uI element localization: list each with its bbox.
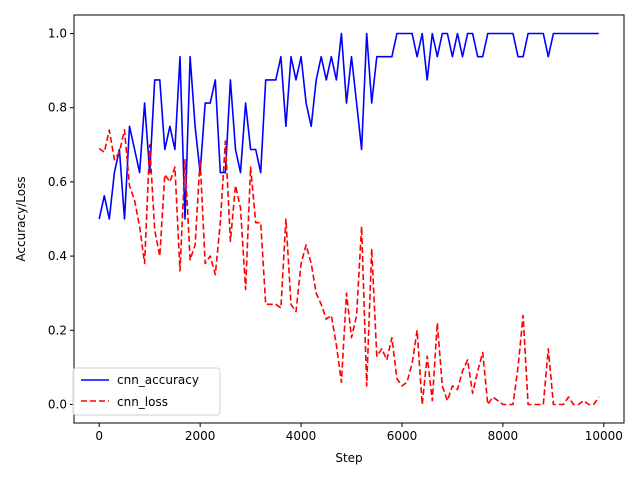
plot-lines [98, 32, 600, 406]
y-tick-label: 0.2 [48, 323, 67, 337]
x-tick-label: 6000 [387, 429, 418, 443]
x-axis: 0 2000 4000 6000 8000 10000 [95, 423, 623, 443]
legend-label-cnn-accuracy: cnn_accuracy [117, 373, 199, 387]
series-line-cnn-accuracy [98, 32, 599, 220]
x-tick-label: 2000 [185, 429, 216, 443]
y-tick-label: 0.8 [48, 101, 67, 115]
y-tick-label: 0.0 [48, 397, 67, 411]
legend-label-cnn-loss: cnn_loss [117, 395, 168, 409]
x-tick-label: 8000 [488, 429, 519, 443]
x-axis-label: Step [335, 451, 362, 465]
plot-frame [73, 14, 625, 424]
x-tick-label: 4000 [286, 429, 317, 443]
y-tick-label: 1.0 [48, 27, 67, 41]
y-axis-label: Accuracy/Loss [14, 176, 28, 261]
legend-box [72, 367, 221, 416]
x-tick-label: 0 [95, 429, 103, 443]
x-tick-label: 10000 [585, 429, 623, 443]
legend: cnn_accuracy cnn_loss [72, 367, 221, 416]
y-tick-label: 0.6 [48, 175, 67, 189]
y-tick-label: 0.4 [48, 249, 67, 263]
y-axis: 0.0 0.2 0.4 0.6 0.8 1.0 [48, 27, 74, 411]
series-line-cnn-loss [98, 129, 600, 406]
